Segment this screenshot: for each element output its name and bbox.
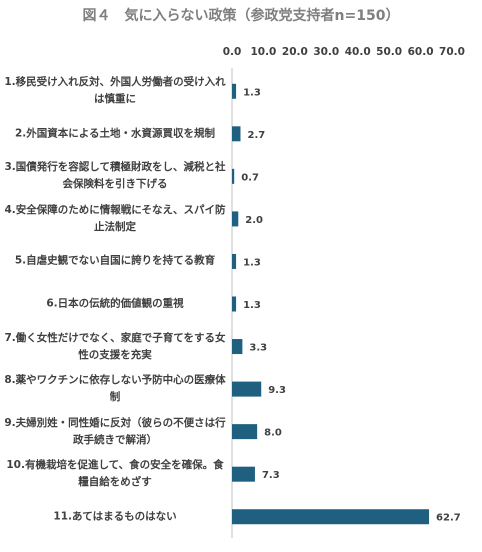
x-tick-label: 70.0 <box>439 46 465 58</box>
bar <box>232 424 258 440</box>
y-tick-label: 7.働く女性だけでなく、家庭で子育てをする女性の支援を充実 <box>4 331 226 361</box>
y-tick-label: 8.薬やワクチンに依存しない予防中心の医療体制 <box>4 374 226 404</box>
data-label: 3.3 <box>249 343 267 354</box>
x-tick-label: 20.0 <box>282 46 308 58</box>
bar <box>232 466 255 482</box>
x-tick-label: 30.0 <box>313 46 339 58</box>
y-tick-label: 3.国債発行を容認して積極財政をし、減税と社会保険料を引き下げる <box>4 161 226 191</box>
bar <box>232 296 237 312</box>
chart-title: 図４ 気に入らない政策（参政党支持者n=150） <box>83 7 400 24</box>
bar <box>232 211 239 227</box>
y-tick-label: 11.あてはまるものはない <box>53 510 177 523</box>
bar <box>232 339 243 355</box>
data-label: 7.3 <box>262 470 280 481</box>
bar <box>232 126 241 142</box>
y-tick-label: 4.安全保障のために情報戦にそなえ、スパイ防止法制定 <box>4 203 226 233</box>
data-label: 2.7 <box>247 130 265 141</box>
x-tick-label: 10.0 <box>250 46 276 58</box>
y-tick-label: 6.日本の伝統的価値観の重視 <box>46 297 184 310</box>
data-label: 1.3 <box>243 300 261 311</box>
bar <box>232 509 430 525</box>
data-label: 62.7 <box>436 513 461 524</box>
x-tick-label: 40.0 <box>345 46 371 58</box>
x-tick-label: 50.0 <box>376 46 402 58</box>
x-tick-label: 60.0 <box>408 46 434 58</box>
y-tick-label: 10.有機栽培を促進して、食の安全を確保。食糧自給をめざす <box>6 459 224 489</box>
data-label: 9.3 <box>268 385 286 396</box>
bar <box>232 83 237 99</box>
y-tick-label: 9.夫婦別姓・同性婚に反対（彼らの不便さは行政手続きで解消） <box>4 416 226 446</box>
bar <box>232 253 237 269</box>
data-label: 2.0 <box>245 215 263 226</box>
bar <box>232 381 262 397</box>
x-tick-label: 0.0 <box>223 46 242 58</box>
data-label: 1.3 <box>243 87 261 98</box>
data-label: 8.0 <box>264 428 282 439</box>
data-label: 0.7 <box>241 172 259 183</box>
y-tick-label: 1.移民受け入れ反対、外国人労働者の受け入れは慎重に <box>4 76 226 106</box>
data-label: 1.3 <box>243 257 261 268</box>
bar <box>232 168 235 184</box>
y-tick-label: 5.自虐史観でない自国に誇りを持てる教育 <box>14 254 216 267</box>
y-tick-label: 2.外国資本による土地・水資源買収を規制 <box>15 127 215 140</box>
